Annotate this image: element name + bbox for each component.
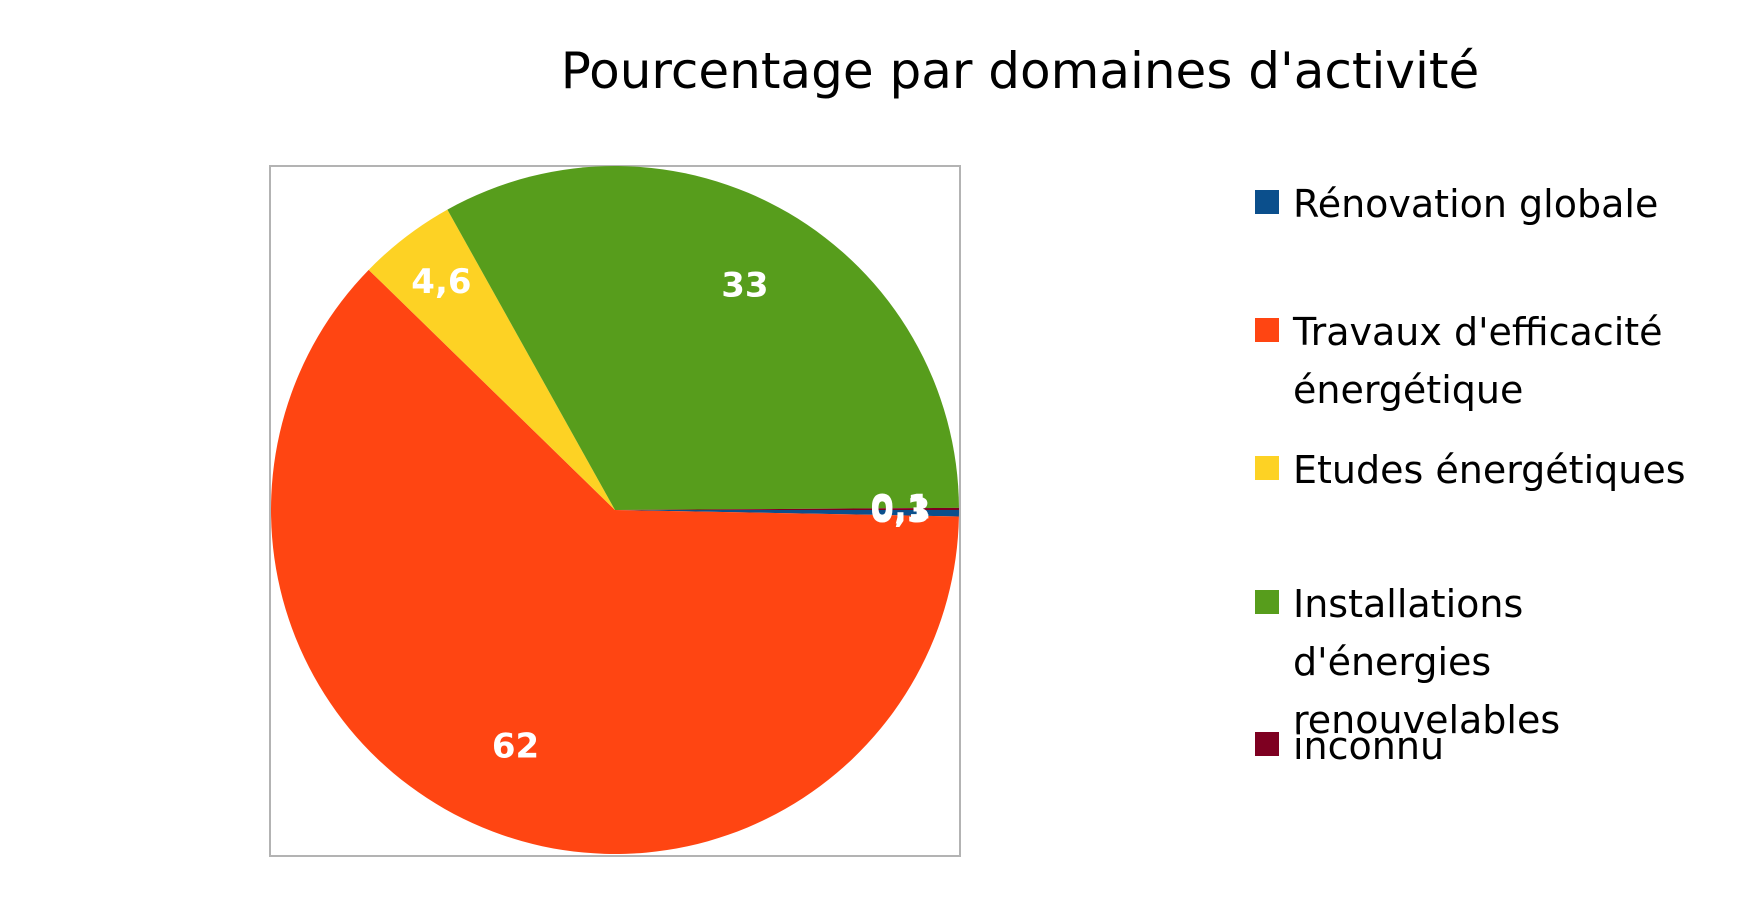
chart-title: Pourcentage par domaines d'activité xyxy=(560,42,1480,100)
legend-swatch xyxy=(1255,190,1279,214)
legend-swatch xyxy=(1255,318,1279,342)
legend-swatch xyxy=(1255,456,1279,480)
pie-slice-0 xyxy=(615,510,959,517)
legend-swatch xyxy=(1255,590,1279,614)
pie-slice-3 xyxy=(447,165,959,510)
pie-slice-2 xyxy=(368,209,615,510)
legend-label: Installations d'énergies renouvelables xyxy=(1293,582,1561,742)
pie-slices xyxy=(271,165,959,855)
legend-item: Rénovation globale xyxy=(1255,175,1762,233)
data-label-4: 0,1 xyxy=(870,488,930,528)
pie-data-labels: 0,3 62 4,6 33 0,1 xyxy=(411,262,930,767)
data-label-3: 33 xyxy=(721,266,768,306)
pie-slice-4 xyxy=(615,507,959,510)
pie-slice-1 xyxy=(271,269,959,855)
legend-label: inconnu xyxy=(1293,724,1445,768)
data-label-0: 0,3 xyxy=(870,491,930,531)
legend-item: Travaux d'efficacité énergétique xyxy=(1255,303,1723,419)
data-label-1: 62 xyxy=(492,727,539,767)
legend-item: Installations d'énergies renouvelables xyxy=(1255,575,1723,749)
legend-item: inconnu xyxy=(1255,717,1762,775)
data-label-2: 4,6 xyxy=(411,262,471,302)
legend-label: Rénovation globale xyxy=(1293,182,1659,226)
legend-label: Etudes énergétiques xyxy=(1293,448,1686,492)
legend-item: Etudes énergétiques xyxy=(1255,441,1762,499)
legend-swatch xyxy=(1255,732,1279,756)
legend-label: Travaux d'efficacité énergétique xyxy=(1293,310,1663,412)
